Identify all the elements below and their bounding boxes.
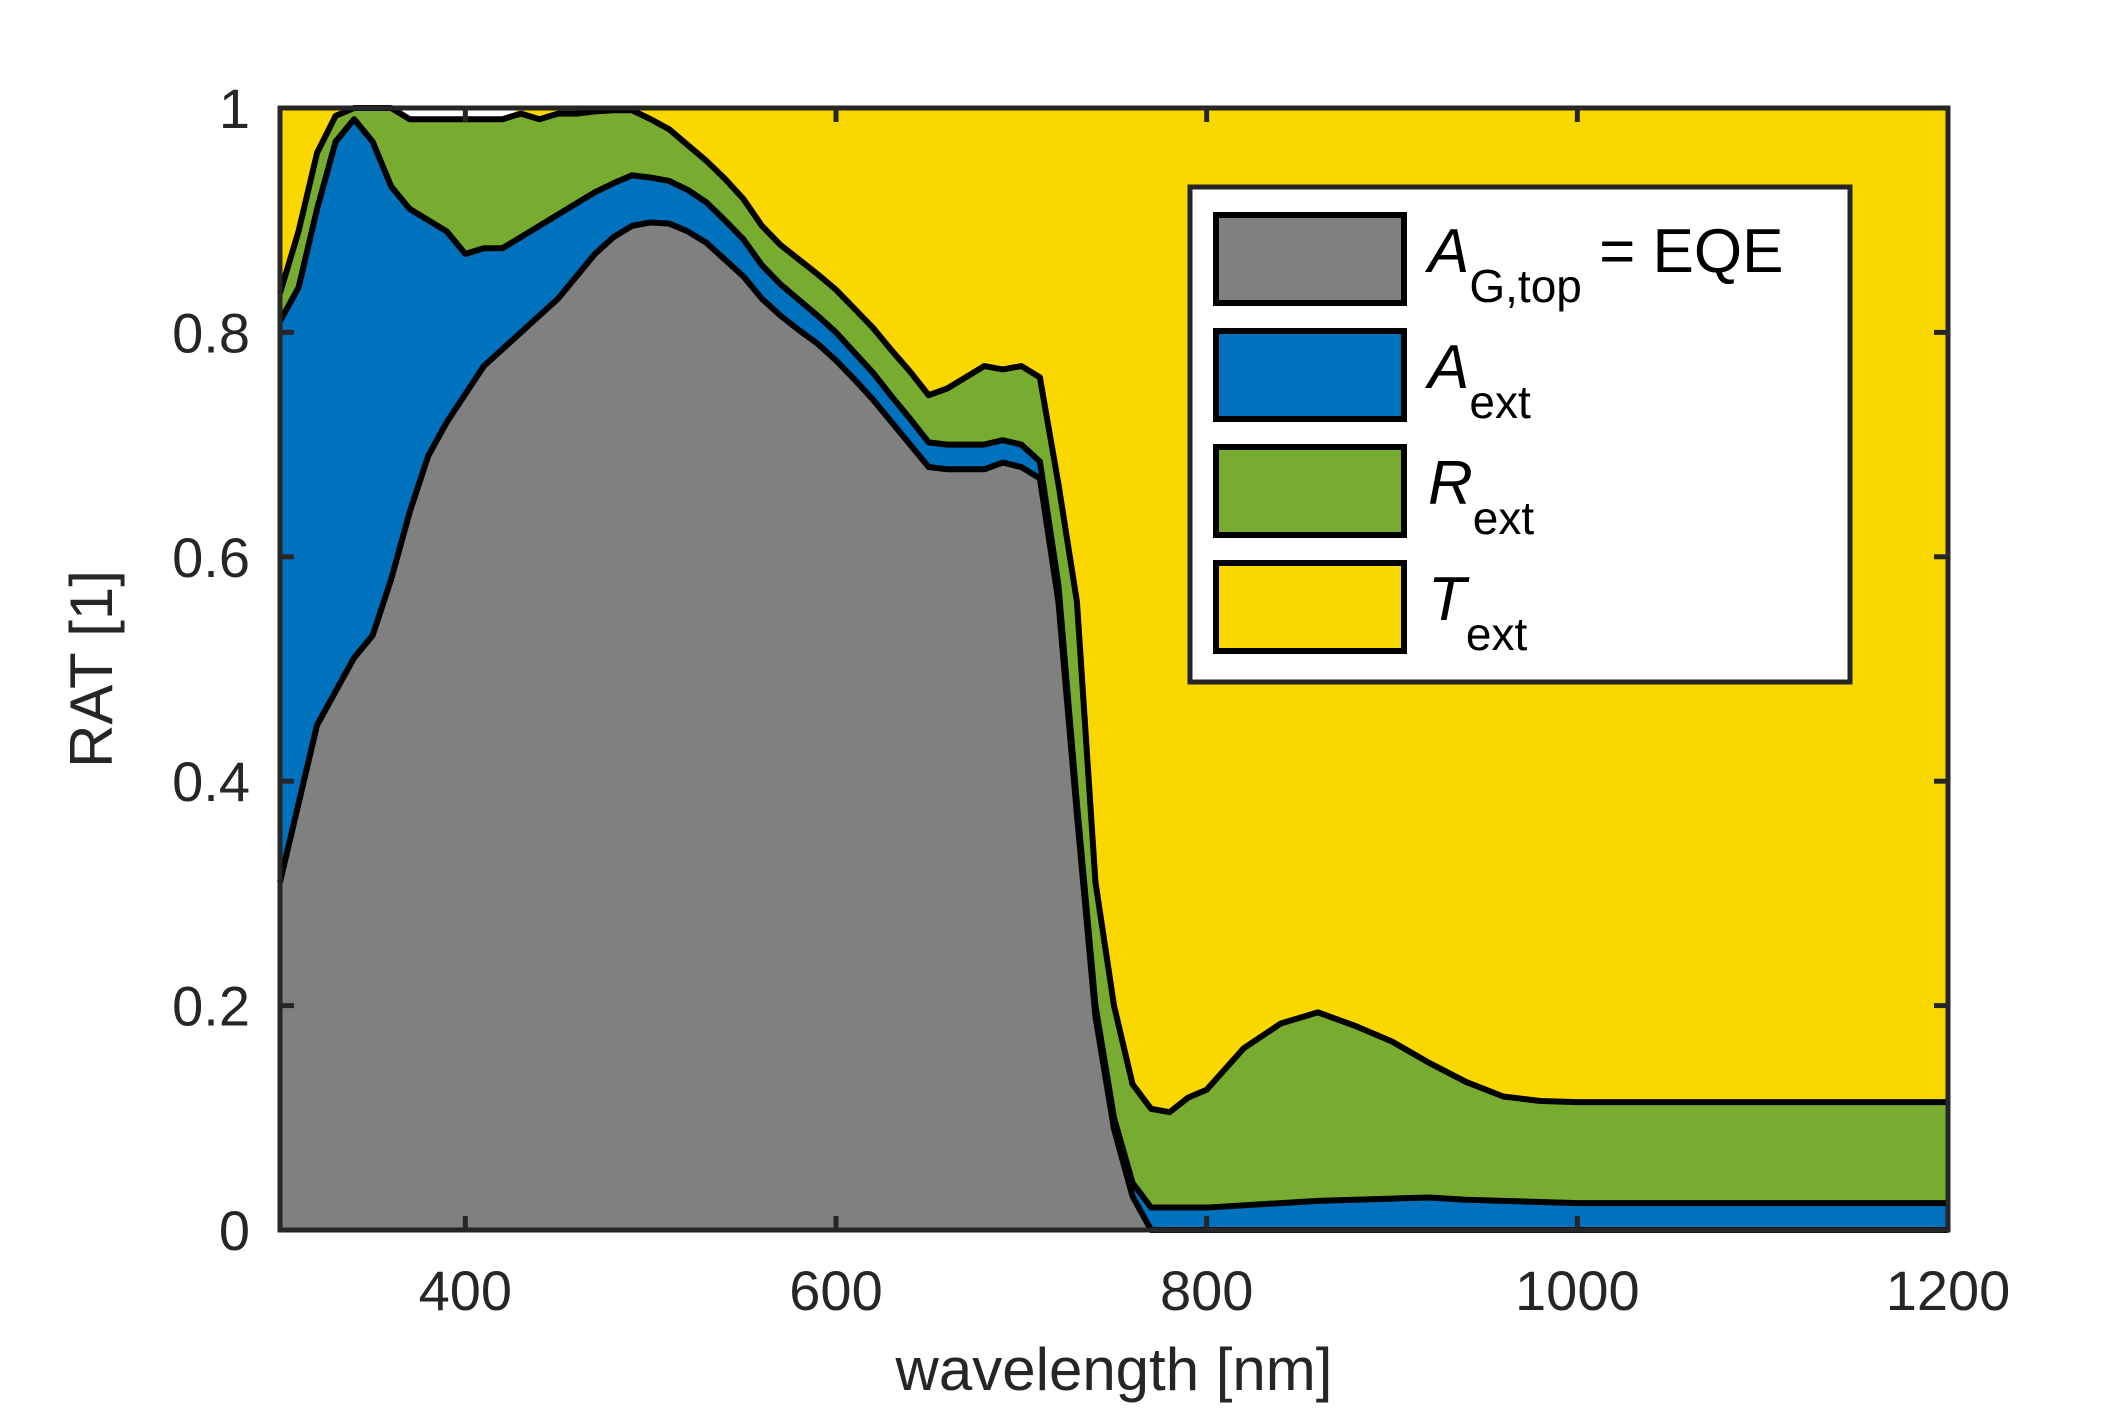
axis-tick-labels: 400 600 800 1000 1200 0 0.2 0.4 0.6 0.8 1 bbox=[172, 77, 2010, 1322]
legend-swatch-3 bbox=[1213, 560, 1407, 654]
axis-ticks bbox=[280, 105, 1951, 1233]
plot-frame bbox=[277, 105, 1951, 1233]
area-series-0 bbox=[280, 222, 1948, 1231]
x-tick-label: 600 bbox=[789, 1259, 882, 1322]
y-tick-label: 0 bbox=[219, 1199, 250, 1262]
legend-entry-0: AG,top = EQE bbox=[1424, 217, 1783, 312]
y-tick-label: 0.4 bbox=[172, 750, 250, 813]
legend-entry-2: Rext bbox=[1428, 449, 1534, 544]
y-axis-title: RAT [1] bbox=[58, 570, 125, 768]
y-tick-label: 0.8 bbox=[172, 301, 250, 364]
x-tick-label: 1200 bbox=[1886, 1259, 2011, 1322]
legend-entry-1: Aext bbox=[1424, 333, 1531, 428]
y-tick-label: 1 bbox=[219, 77, 250, 140]
legend-swatch-0 bbox=[1213, 212, 1407, 306]
boundary-line-1 bbox=[277, 116, 1948, 1211]
legend-entry-3: Text bbox=[1428, 565, 1527, 660]
y-tick-label: 0.6 bbox=[172, 526, 250, 589]
x-tick-label: 800 bbox=[1160, 1259, 1253, 1322]
legend-swatch-1 bbox=[1213, 328, 1407, 422]
x-tick-label: 1000 bbox=[1515, 1259, 1640, 1322]
legend-swatch-2 bbox=[1213, 444, 1407, 538]
boundary-line-2 bbox=[277, 105, 1948, 1116]
x-axis-title: wavelength [nm] bbox=[895, 1336, 1333, 1403]
legend: AG,top = EQE Aext Rext Text bbox=[1187, 184, 1853, 685]
x-tick-label: 400 bbox=[419, 1259, 512, 1322]
y-tick-label: 0.2 bbox=[172, 975, 250, 1038]
area-series-2 bbox=[280, 108, 1948, 1208]
